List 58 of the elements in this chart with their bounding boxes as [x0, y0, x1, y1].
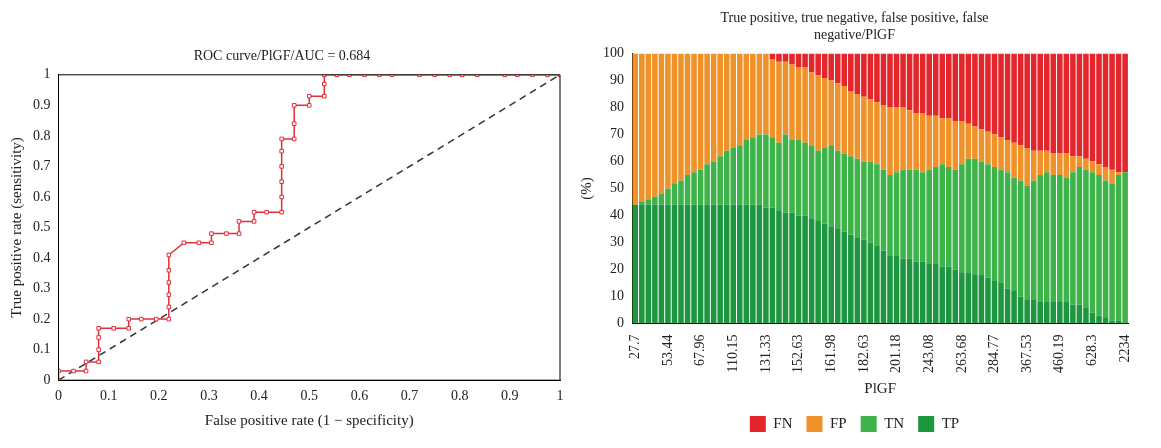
chart-title: ROC curve/PlGF/AUC = 0.684	[193, 48, 371, 64]
x-tick-label: 0.8	[450, 388, 469, 404]
y-tick-label: 10	[610, 288, 624, 304]
chart-title: True positive, true negative, false positive, false negative/PlGF	[720, 10, 989, 42]
x-tick-label: 284.77	[986, 334, 1002, 373]
x-tick-label: 182.63	[855, 334, 871, 373]
y-axis-title: (%)	[577, 177, 595, 200]
x-tick-label: 0.2	[150, 388, 168, 404]
x-tick-label: 0.6	[350, 388, 369, 404]
x-tick-label: 0.1	[99, 388, 118, 404]
y-tick-label: 0.5	[33, 219, 51, 235]
y-tick-label: 80	[610, 99, 624, 115]
y-tick-label: 90	[610, 72, 624, 88]
x-tick-label: 67.96	[692, 334, 708, 366]
x-tick-label: 367.53	[1018, 334, 1034, 373]
y-tick-label: 0.3	[33, 280, 51, 296]
y-tick-label: 0	[617, 315, 624, 331]
x-tick-label: 201.18	[888, 334, 904, 373]
x-tick-label: 0.3	[200, 388, 218, 404]
x-tick-label: 27.7	[626, 334, 642, 359]
x-tick-label: 263.68	[953, 334, 969, 373]
x-tick-label: 0.9	[501, 388, 519, 404]
y-tick-label: 70	[610, 126, 624, 142]
legend-label: FP	[830, 414, 847, 431]
x-tick-label: 110.15	[724, 334, 740, 373]
y-tick-label: 20	[610, 261, 624, 277]
y-tick-label: 0.6	[33, 188, 51, 204]
x-tick-label: 0.7	[400, 388, 419, 404]
x-axis-title: False positive rate (1 − specificity)	[204, 411, 414, 429]
y-tick-label: 30	[610, 234, 624, 250]
x-tick-label: 152.63	[790, 334, 806, 373]
x-tick-label: 243.08	[920, 334, 936, 373]
x-axis-title: PlGF	[864, 379, 897, 396]
y-tick-label: 50	[610, 180, 624, 196]
y-tick-label: 0.9	[33, 97, 51, 113]
y-tick-label: 60	[610, 153, 624, 169]
x-tick-label: 0	[55, 388, 62, 404]
y-tick-label: 0	[43, 371, 51, 387]
legend-label: FN	[773, 414, 793, 431]
legend-label: TP	[941, 414, 960, 431]
y-tick-label: 0.2	[33, 310, 51, 326]
x-tick-label: 131.33	[757, 334, 773, 373]
x-tick-label: 2234	[1116, 334, 1132, 363]
y-tick-label: 100	[603, 45, 624, 61]
y-axis-title: True positive rate (sensitivity)	[7, 137, 25, 318]
x-tick-label: 460.19	[1051, 334, 1067, 373]
x-tick-label: 161.98	[822, 334, 838, 373]
x-tick-label: 0.4	[250, 388, 268, 404]
x-tick-label: 0.5	[300, 388, 318, 404]
y-tick-label: 0.8	[33, 127, 51, 143]
y-tick-label: 40	[610, 207, 624, 223]
y-tick-label: 1	[43, 66, 51, 82]
y-tick-label: 0.7	[33, 158, 51, 174]
legend-label: TN	[884, 414, 905, 431]
x-tick-label: 628.3	[1084, 334, 1100, 366]
x-tick-label: 1	[556, 388, 564, 404]
y-tick-label: 0.4	[33, 249, 51, 265]
x-tick-label: 53.44	[659, 334, 675, 366]
